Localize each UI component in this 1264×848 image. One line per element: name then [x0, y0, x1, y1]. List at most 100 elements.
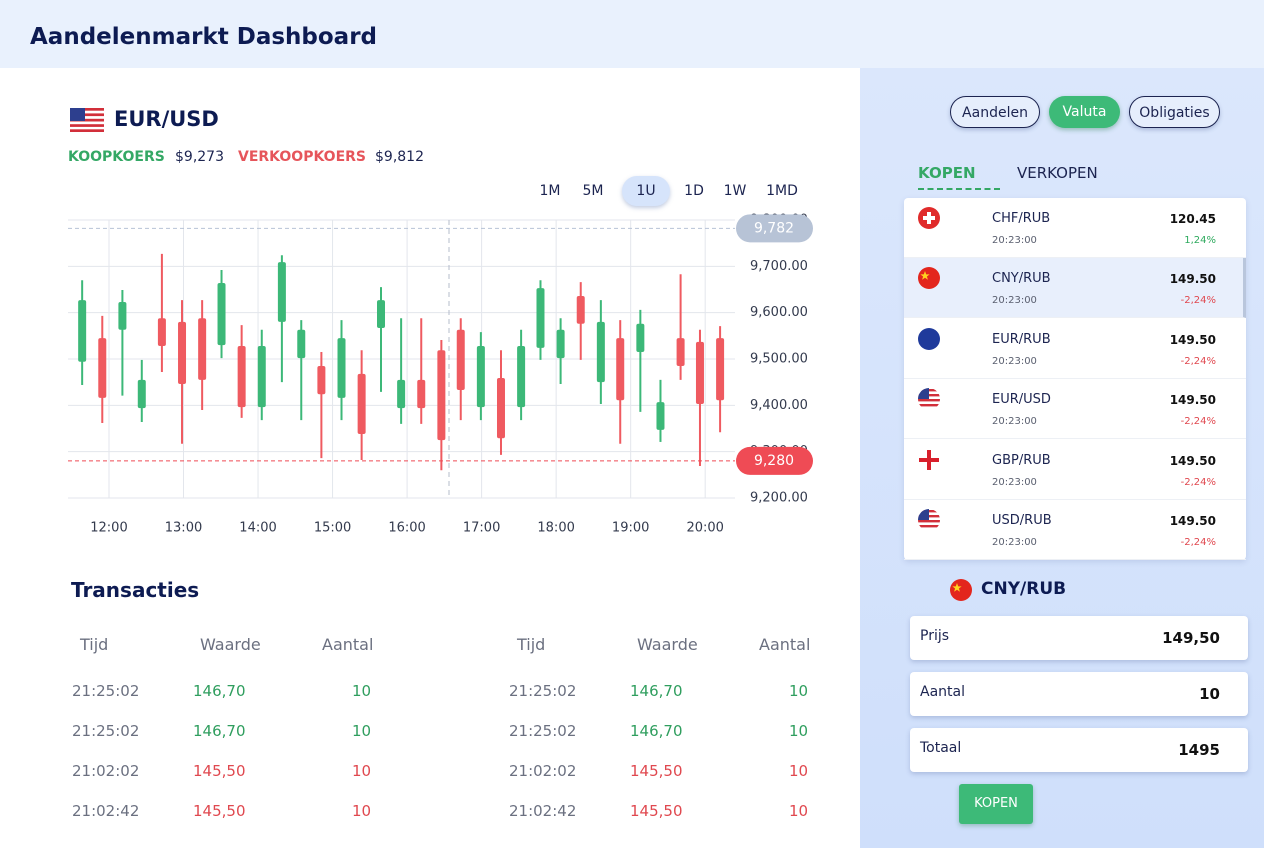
pair-name: GBP/RUB [992, 452, 1051, 468]
buy-label: KOOPKOERS [68, 149, 165, 165]
candle-body [157, 318, 166, 347]
range-button[interactable]: 1U [622, 176, 670, 206]
candle-body [178, 321, 187, 385]
column-header: Tijd [517, 635, 546, 654]
flag [919, 449, 939, 470]
trade-tab[interactable]: VERKOPEN [1017, 164, 1098, 182]
cell-amount: 10 [789, 682, 809, 700]
pair-price: 149.50 [1169, 393, 1216, 408]
pair-row[interactable] [904, 500, 1246, 560]
cell-time: 21:02:02 [509, 762, 577, 780]
candle-body [556, 329, 565, 359]
order-field[interactable] [910, 672, 1248, 716]
field-label: Prijs [920, 628, 950, 644]
pair-time: 20:23:00 [992, 537, 1037, 548]
candle-body [377, 300, 386, 328]
range-button[interactable]: 1D [684, 183, 704, 199]
candle-body [118, 302, 127, 330]
trade-tab[interactable]: KOPEN [918, 164, 1000, 190]
range-button[interactable]: 5M [582, 183, 604, 199]
pair-change: -2,24% [1180, 355, 1216, 367]
candle-body [297, 329, 306, 359]
cell-time: 21:02:42 [509, 802, 577, 820]
pair-price: 149.50 [1169, 514, 1216, 528]
cell-amount: 10 [352, 682, 372, 700]
candle-body [656, 402, 665, 430]
order-field[interactable] [910, 616, 1248, 660]
flag [70, 108, 104, 132]
candle-body [417, 379, 426, 409]
pair-change: 1,24% [1184, 235, 1216, 246]
cell-value: 145,50 [630, 762, 683, 780]
marker-label: 9,280 [754, 453, 794, 469]
pair-row[interactable] [904, 319, 1246, 379]
market-tab[interactable]: Aandelen [950, 96, 1040, 128]
flag [918, 267, 940, 290]
pair-row[interactable] [904, 440, 1246, 500]
candle-body [277, 262, 286, 322]
x-tick-label: 13:00 [165, 521, 202, 536]
candle-body [476, 346, 485, 408]
y-tick-label: 9,700.00 [750, 259, 808, 274]
pair-time: 20:23:00 [992, 416, 1037, 428]
cell-time: 21:25:02 [509, 722, 577, 740]
candlestick-chart: 9,200.009,300.009,400.009,500.009,600.00… [68, 213, 813, 536]
flag-icon [917, 387, 941, 411]
cell-time: 21:02:42 [72, 802, 140, 820]
range-button[interactable]: 1W [723, 183, 747, 199]
cell-value: 146,70 [193, 722, 246, 740]
candle-body [217, 283, 226, 346]
flag [918, 509, 940, 531]
market-tab[interactable]: Valuta [1049, 96, 1120, 128]
cell-time: 21:25:02 [72, 682, 140, 700]
flag-icon [917, 508, 941, 532]
field-label: Aantal [920, 684, 965, 700]
candle-body [337, 338, 346, 398]
cell-amount: 10 [352, 802, 372, 820]
candle-body [198, 318, 207, 380]
pair-name: USD/RUB [992, 513, 1052, 528]
section-title: Transacties [71, 578, 200, 602]
pair-change: -2,24% [1180, 537, 1216, 548]
cell-amount: 10 [789, 802, 809, 820]
cell-amount: 10 [789, 762, 809, 780]
candle-body [257, 346, 266, 408]
flag-icon [949, 578, 973, 602]
sell-value: $9,812 [375, 149, 424, 165]
candle-body [437, 350, 446, 441]
cell-value: 146,70 [630, 682, 683, 700]
title: Aandelenmarkt Dashboard [30, 24, 378, 50]
field-value: 10 [1199, 685, 1220, 703]
flag-icon [70, 108, 104, 132]
pair-title: EUR/USD [114, 107, 219, 131]
pair-row[interactable] [904, 379, 1246, 440]
range-button[interactable]: 1M [539, 183, 561, 199]
column-header: Waarde [200, 635, 261, 654]
flag-icon [917, 448, 941, 472]
pair-change: -2,24% [1180, 476, 1216, 488]
y-tick-label: 9,400.00 [750, 398, 808, 413]
pair-price: 149.50 [1169, 332, 1216, 347]
column-header: Aantal [322, 635, 374, 654]
cell-time: 21:25:02 [72, 722, 140, 740]
buy-button[interactable]: KOPEN [959, 784, 1033, 824]
x-tick-label: 18:00 [537, 521, 574, 536]
candle-body [496, 377, 505, 439]
market-tab[interactable]: Obligaties [1129, 96, 1220, 128]
candle-body [517, 346, 526, 408]
order-field[interactable] [910, 728, 1248, 772]
x-tick-label: 19:00 [612, 521, 649, 536]
candle-body [695, 341, 704, 404]
pair-row[interactable] [904, 258, 1246, 319]
pair-name: CHF/RUB [992, 211, 1051, 226]
candle-body [98, 338, 107, 398]
buy-value: $9,273 [175, 149, 224, 165]
pair-row[interactable] [904, 198, 1246, 258]
flag [918, 327, 940, 350]
range-button[interactable]: 1MD [766, 183, 798, 199]
cell-value: 145,50 [193, 802, 246, 820]
x-tick-label: 16:00 [388, 521, 425, 536]
pair-name: CNY/RUB [992, 271, 1051, 287]
candle-body [237, 346, 246, 408]
